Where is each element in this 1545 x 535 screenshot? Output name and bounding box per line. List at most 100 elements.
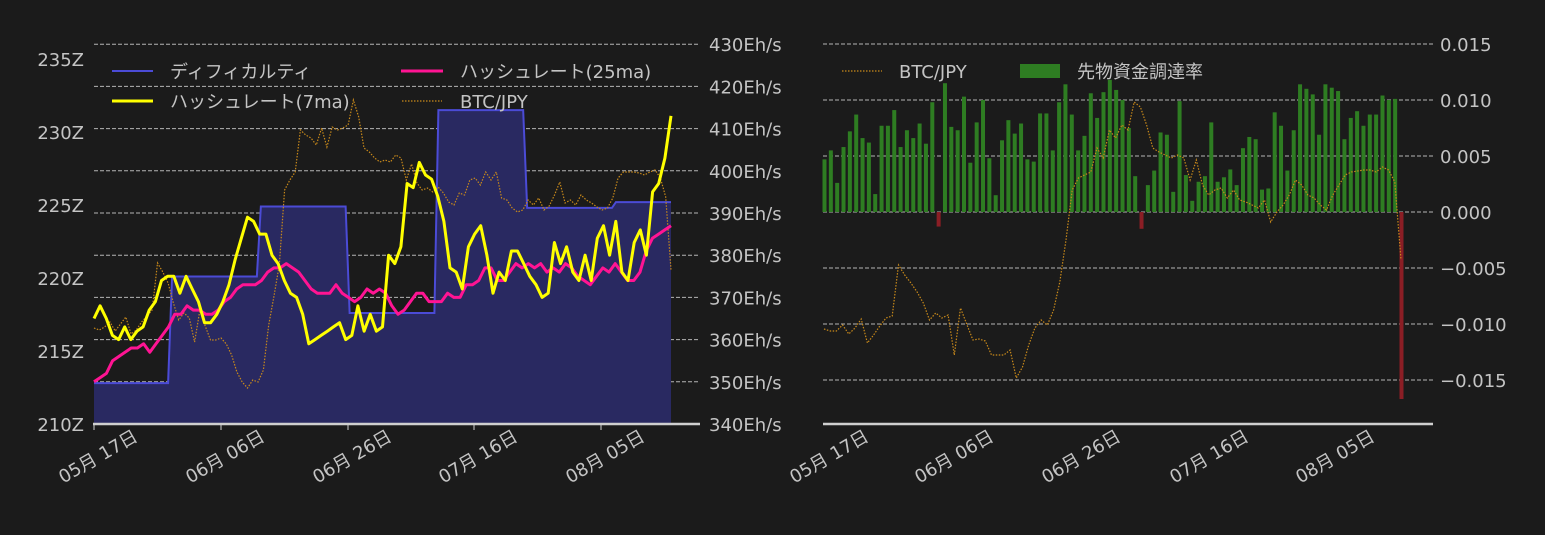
hashrate-axis: 340Eh/s 350Eh/s 360Eh/s 370Eh/s 380Eh/s 390Eh…	[709, 35, 782, 436]
funding-rate-bar	[1088, 93, 1093, 212]
funding-rate-bar	[1101, 92, 1106, 212]
funding-rate-bar	[942, 83, 947, 212]
legend-item-btc-jpy-right: BTC/JPY	[842, 62, 968, 83]
left-chart-x-ticks: 05月 17日 06月 06日 06月 26日 07月 16日 08月 05日	[55, 425, 649, 488]
funding-rate-tick-label: −0.005	[1440, 259, 1507, 280]
funding-rate-bar	[987, 158, 992, 212]
hashrate-tick-label: 350Eh/s	[709, 373, 782, 394]
funding-rate-bar	[854, 114, 859, 212]
x-tick-label: 07月 16日	[435, 426, 521, 488]
funding-rate-bar	[1380, 95, 1385, 212]
x-tick-label: 05月 17日	[786, 426, 872, 488]
funding-rate-bar	[1050, 150, 1055, 212]
funding-rate-bar	[1133, 176, 1138, 212]
funding-rate-tick-label: 0.000	[1440, 203, 1492, 224]
hashrate-tick-label: 380Eh/s	[709, 246, 782, 267]
legend-item-btc-jpy-left: BTC/JPY	[402, 92, 529, 113]
funding-rate-bar	[847, 131, 852, 212]
funding-rate-bar	[1057, 102, 1062, 212]
funding-rate-bar	[981, 100, 986, 212]
difficulty-tick-label: 220Z	[37, 269, 84, 290]
funding-rate-bar	[860, 138, 865, 212]
funding-rate-bar	[1298, 84, 1303, 212]
funding-rate-bar	[1329, 87, 1334, 212]
x-tick-label: 08月 05日	[1292, 426, 1378, 488]
funding-rate-bar	[1082, 135, 1087, 212]
funding-rate-bar	[930, 102, 935, 212]
x-tick-label: 08月 05日	[562, 426, 648, 488]
legend-label-btc-jpy-right: BTC/JPY	[899, 62, 968, 83]
x-tick-label: 06月 06日	[182, 426, 268, 488]
funding-rate-bar	[885, 125, 890, 212]
funding-rate-bar	[1183, 175, 1188, 212]
funding-rate-bar	[1399, 212, 1404, 400]
funding-rate-bar	[1171, 191, 1176, 212]
hashrate-tick-label: 420Eh/s	[709, 77, 782, 98]
funding-rate-bar	[1209, 122, 1214, 212]
legend-label-funding-rate: 先物資金調達率	[1077, 62, 1203, 83]
btc-jpy-line-right	[823, 100, 1402, 380]
funding-rate-bar	[949, 126, 954, 212]
funding-rate-chart: 05月 17日 06月 06日 06月 26日 07月 16日 08月 05日 −0.0…	[786, 35, 1506, 488]
legend-label-difficulty: ディフィカルティ	[170, 62, 311, 83]
funding-rate-bar	[1323, 84, 1328, 212]
funding-rate-bar	[1361, 125, 1366, 212]
funding-rate-bar	[1228, 169, 1233, 212]
x-tick-label: 06月 26日	[1038, 426, 1124, 488]
funding-rate-bar	[879, 125, 884, 212]
funding-rate-bar	[1291, 130, 1296, 212]
funding-rate-bar	[955, 130, 960, 212]
funding-rate-bar	[1215, 181, 1220, 212]
funding-rate-bar	[993, 195, 998, 212]
difficulty-line	[94, 109, 671, 385]
x-tick-label: 06月 06日	[911, 426, 997, 488]
hashrate-tick-label: 400Eh/s	[709, 162, 782, 183]
funding-rate-axis: −0.015 −0.010 −0.005 0.000 0.005 0.010 0.015	[1440, 35, 1507, 392]
funding-rate-bar	[828, 150, 833, 212]
funding-rate-tick-label: 0.010	[1440, 91, 1492, 112]
funding-rate-bar	[1038, 113, 1043, 212]
funding-rate-bar	[1374, 114, 1379, 212]
funding-rate-bar	[1019, 123, 1024, 212]
funding-rate-bar	[1190, 200, 1195, 212]
funding-rate-bar	[1158, 132, 1163, 212]
legend-item-hashrate-7ma: ハッシュレート(7ma)	[112, 92, 350, 113]
funding-rate-bar	[1310, 94, 1315, 212]
legend-label-btc-jpy-left: BTC/JPY	[460, 92, 529, 113]
left-chart-legend: ディフィカルティ ハッシュレート(7ma) ハッシュレート(25ma) BTC/…	[112, 62, 651, 113]
funding-rate-bar	[898, 147, 903, 212]
hashrate-tick-label: 430Eh/s	[709, 35, 782, 56]
funding-rate-bar	[1120, 100, 1125, 212]
hashrate-tick-label: 370Eh/s	[709, 288, 782, 309]
funding-rate-bar	[841, 147, 846, 212]
funding-rate-bar	[1386, 100, 1391, 212]
difficulty-tick-label: 225Z	[37, 196, 84, 217]
difficulty-axis: 210Z 215Z 220Z 225Z 230Z 235Z	[37, 50, 84, 436]
hashrate-tick-label: 390Eh/s	[709, 204, 782, 225]
funding-rate-tick-label: −0.010	[1440, 315, 1507, 336]
funding-rate-bar	[961, 96, 966, 212]
funding-rate-bar	[1196, 181, 1201, 212]
funding-rate-tick-label: 0.015	[1440, 35, 1492, 56]
funding-rate-bar	[1025, 159, 1030, 212]
funding-rate-bar	[1044, 113, 1049, 212]
funding-rate-bar	[1000, 140, 1005, 212]
funding-rate-bar	[822, 159, 827, 212]
funding-rate-bar	[1164, 134, 1169, 212]
funding-rate-bar	[1253, 139, 1258, 212]
funding-rate-bar	[873, 194, 878, 212]
funding-rate-bar	[1076, 150, 1081, 212]
funding-rate-bar	[974, 122, 979, 212]
hashrate-7ma-line	[92, 115, 673, 346]
funding-rate-bar	[1221, 177, 1226, 212]
hashrate-tick-label: 340Eh/s	[709, 415, 782, 436]
legend-swatch-funding-rate	[1020, 64, 1060, 78]
funding-rate-bar	[1355, 111, 1360, 212]
difficulty-tick-label: 210Z	[37, 415, 84, 436]
funding-rate-bar	[1336, 91, 1341, 212]
funding-rate-bar	[835, 182, 840, 212]
funding-rate-bar	[1107, 79, 1112, 212]
legend-label-hashrate-25ma: ハッシュレート(25ma)	[460, 62, 651, 83]
funding-rate-bar	[866, 142, 871, 212]
btc-jpy-line-left	[93, 97, 672, 389]
